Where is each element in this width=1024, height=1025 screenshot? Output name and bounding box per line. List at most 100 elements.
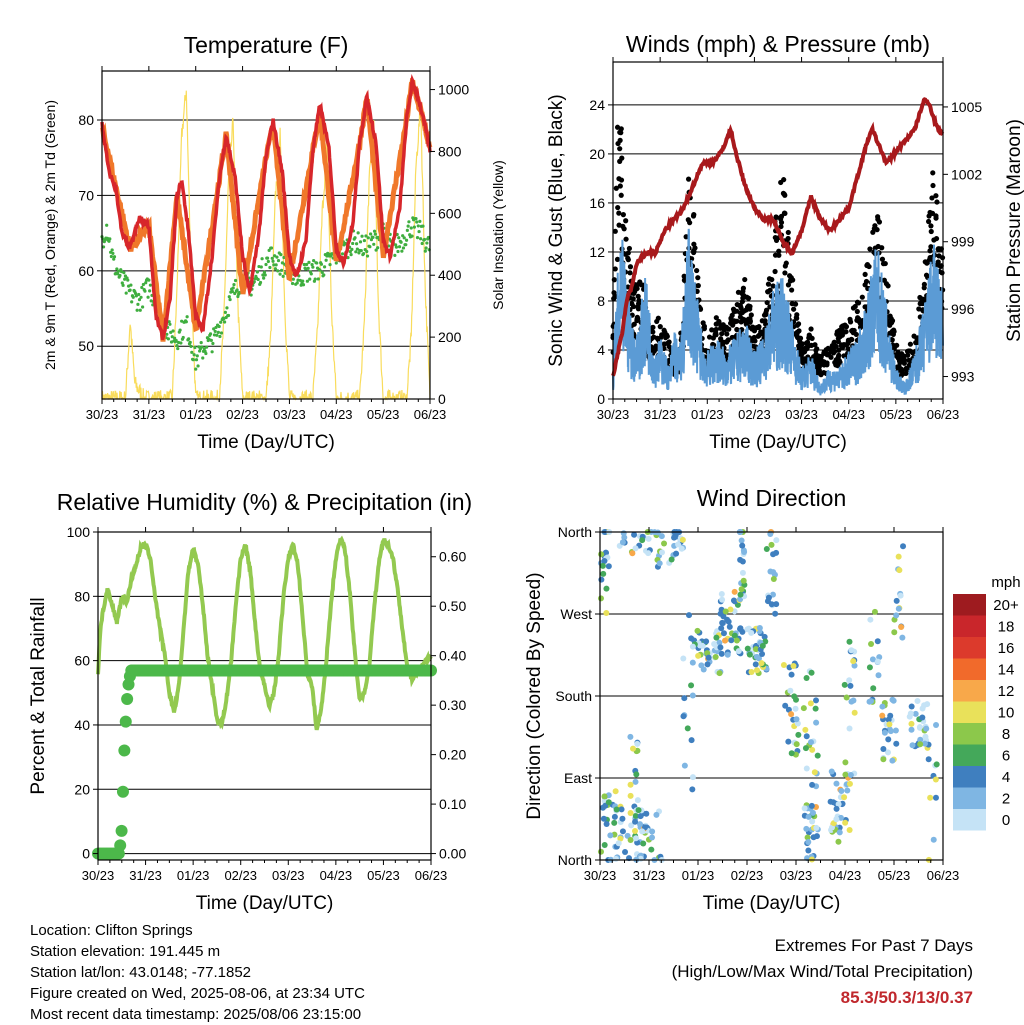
series-pressure	[611, 97, 945, 377]
dewpoint-point	[302, 262, 306, 267]
dewpoint-point	[369, 232, 373, 236]
y-right-tick-label: 0.10	[439, 796, 466, 812]
direction-point	[718, 590, 725, 597]
dewpoint-point	[219, 320, 223, 324]
gust-point	[921, 281, 927, 288]
direction-point	[632, 828, 639, 835]
gust-point	[847, 319, 854, 325]
direction-point	[600, 815, 607, 822]
dewpoint-point	[301, 283, 306, 287]
direction-point	[653, 811, 660, 818]
x-tick-label: 01/23	[682, 868, 715, 883]
direction-point	[598, 551, 605, 558]
dewpoint-point	[281, 274, 285, 278]
dewpoint-point	[416, 224, 420, 228]
direction-point	[841, 681, 848, 688]
direction-point	[809, 781, 816, 788]
dewpoint-point	[420, 241, 424, 246]
dewpoint-point	[261, 273, 265, 277]
direction-point	[812, 705, 819, 712]
direction-point	[788, 711, 795, 718]
direction-point	[844, 787, 851, 794]
dewpoint-point	[108, 237, 112, 241]
dewpoint-point	[191, 358, 195, 362]
gust-point	[635, 304, 641, 310]
direction-point	[689, 659, 696, 666]
gust-point	[734, 318, 740, 324]
dewpoint-point	[259, 265, 263, 269]
gust-point	[933, 235, 940, 242]
gust-point	[618, 192, 624, 198]
direction-point	[731, 588, 738, 595]
dewpoint-point	[308, 277, 312, 281]
dewpoint-point	[400, 249, 404, 253]
direction-point	[661, 540, 668, 547]
y-right-tick-label: 0.40	[439, 648, 466, 664]
direction-point	[833, 816, 840, 823]
direction-point	[880, 756, 887, 763]
direction-point	[759, 642, 766, 649]
dewpoint-point	[276, 258, 281, 263]
dewpoint-point	[141, 305, 145, 309]
direction-point	[613, 806, 620, 813]
dewpoint-point	[275, 255, 279, 259]
y-tick-label: 4	[597, 342, 605, 358]
direction-point	[772, 610, 779, 617]
dewpoint-point	[396, 249, 400, 254]
dewpoint-point	[141, 282, 145, 287]
direction-point	[636, 821, 643, 828]
y-right-tick-label: 999	[951, 234, 975, 250]
direction-point	[615, 840, 622, 847]
x-tick-label: 31/23	[129, 868, 162, 883]
direction-point	[681, 762, 688, 769]
x-tick-label: 01/23	[177, 868, 210, 883]
y-right-tick-label: 0	[438, 391, 446, 407]
direction-point	[813, 719, 820, 726]
direction-point	[846, 638, 853, 645]
direction-point	[848, 647, 855, 654]
direction-point	[868, 641, 875, 648]
gust-point	[795, 321, 802, 327]
dewpoint-point	[148, 283, 153, 287]
x-tick-label: 04/23	[320, 407, 353, 422]
dewpoint-point	[369, 238, 374, 242]
gust-point	[791, 306, 797, 312]
direction-point	[612, 855, 619, 862]
dewpoint-point	[168, 322, 172, 326]
dewpoint-point	[129, 283, 133, 287]
direction-point	[792, 705, 799, 712]
dewpoint-point	[348, 250, 352, 254]
dewpoint-point	[223, 320, 227, 324]
precip-point	[119, 715, 132, 728]
gust-point	[923, 272, 930, 278]
dewpoint-point	[360, 234, 364, 238]
direction-point	[785, 706, 792, 713]
dewpoint-point	[112, 255, 117, 259]
direction-point	[738, 586, 745, 593]
direction-point	[850, 697, 857, 704]
direction-point	[802, 745, 809, 752]
direction-point	[874, 638, 881, 645]
direction-point	[686, 612, 693, 619]
dewpoint-point	[322, 265, 327, 269]
gust-point	[778, 223, 784, 230]
dewpoint-point	[376, 246, 380, 250]
dewpoint-point	[194, 358, 199, 362]
gust-point	[634, 281, 641, 288]
direction-point	[914, 697, 921, 704]
dewpoint-point	[211, 341, 215, 346]
dewpoint-point	[268, 265, 272, 270]
direction-point	[733, 637, 740, 644]
dewpoint-point	[279, 253, 283, 257]
gust-point	[866, 263, 872, 270]
gust-point	[681, 277, 688, 283]
direction-point	[746, 651, 753, 658]
gust-point	[653, 343, 659, 349]
gust-point	[922, 259, 928, 265]
dewpoint-point	[278, 272, 282, 276]
gust-point	[814, 370, 821, 376]
direction-point	[694, 627, 701, 634]
direction-point	[871, 608, 878, 615]
direction-point	[837, 814, 844, 821]
